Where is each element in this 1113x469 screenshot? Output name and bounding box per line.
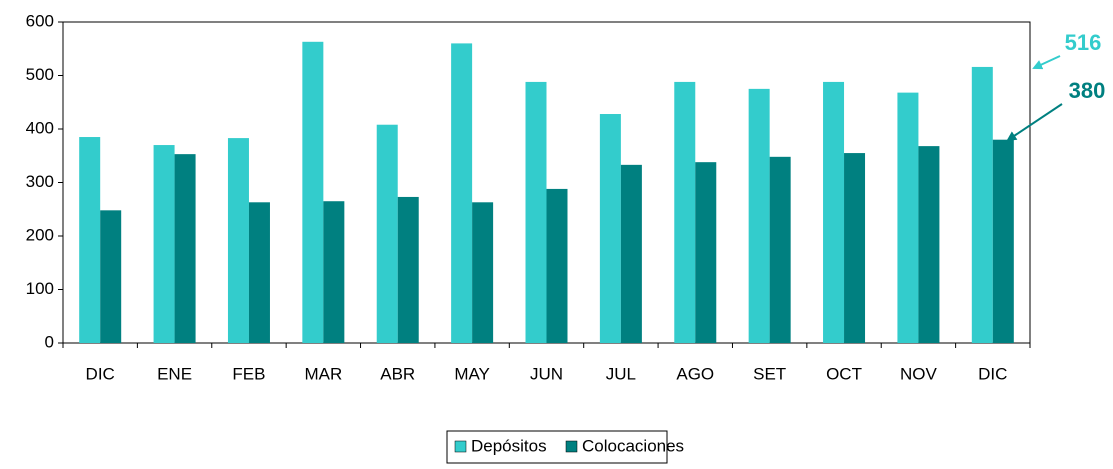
x-tick-label: JUL bbox=[606, 364, 636, 383]
bar bbox=[323, 201, 345, 343]
legend-box bbox=[446, 430, 668, 464]
x-tick-label: ENE bbox=[157, 364, 192, 383]
bar bbox=[248, 202, 270, 343]
x-tick-label: DIC bbox=[978, 364, 1007, 383]
annotation: 380 bbox=[1069, 78, 1106, 103]
x-tick-label: OCT bbox=[826, 364, 862, 383]
bar bbox=[748, 88, 770, 343]
bar bbox=[769, 156, 791, 343]
y-tick-label: 300 bbox=[26, 172, 54, 191]
bar bbox=[472, 202, 494, 343]
annotation-arrow bbox=[1032, 55, 1061, 70]
bar bbox=[897, 92, 919, 344]
x-tick-label: SET bbox=[753, 364, 786, 383]
x-tick-label: NOV bbox=[900, 364, 938, 383]
bar bbox=[174, 154, 196, 343]
y-tick-label: 600 bbox=[26, 11, 54, 30]
legend-label: Colocaciones bbox=[582, 436, 684, 455]
bar bbox=[918, 146, 940, 343]
x-tick-label: JUN bbox=[530, 364, 563, 383]
bar bbox=[376, 124, 398, 343]
bar bbox=[525, 81, 547, 344]
annotation-arrow bbox=[1006, 103, 1063, 142]
y-tick-label: 100 bbox=[26, 279, 54, 298]
bar bbox=[100, 210, 122, 343]
bar bbox=[674, 81, 696, 344]
bar bbox=[546, 188, 568, 343]
x-tick-label: MAR bbox=[304, 364, 342, 383]
bar bbox=[79, 137, 101, 343]
x-tick-label: DIC bbox=[86, 364, 115, 383]
bar bbox=[451, 43, 473, 344]
bar bbox=[397, 196, 419, 343]
bar bbox=[599, 114, 621, 344]
x-tick-label: FEB bbox=[232, 364, 265, 383]
x-tick-label: ABR bbox=[380, 364, 415, 383]
y-tick-label: 400 bbox=[26, 118, 54, 137]
y-tick-label: 0 bbox=[45, 332, 54, 351]
y-tick-label: 200 bbox=[26, 225, 54, 244]
bar bbox=[695, 162, 717, 343]
bar bbox=[992, 139, 1014, 343]
legend-swatch bbox=[454, 440, 467, 453]
bar bbox=[823, 81, 845, 344]
annotation: 516 bbox=[1065, 30, 1102, 55]
bar bbox=[302, 41, 324, 344]
bar bbox=[227, 138, 249, 343]
y-tick-label: 500 bbox=[26, 65, 54, 84]
bar bbox=[153, 145, 175, 343]
x-tick-label: MAY bbox=[454, 364, 490, 383]
bar bbox=[971, 66, 993, 343]
legend-label: Depósitos bbox=[471, 436, 547, 455]
bar bbox=[844, 153, 866, 343]
x-tick-label: AGO bbox=[676, 364, 714, 383]
legend-swatch bbox=[565, 440, 578, 453]
bar bbox=[620, 164, 642, 343]
